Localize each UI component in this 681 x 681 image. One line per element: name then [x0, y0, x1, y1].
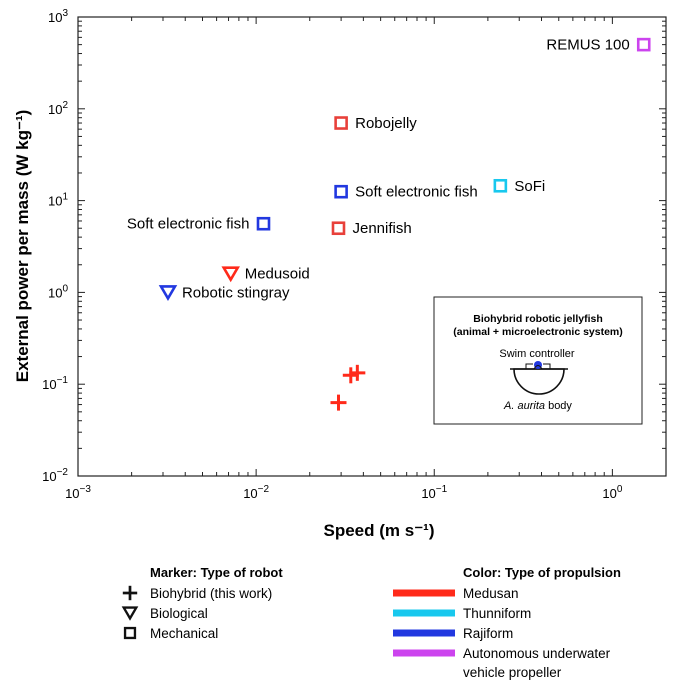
y-tick-label: 10−1 [42, 375, 68, 392]
data-point-square [636, 37, 651, 52]
legend-swatch-thunniform [393, 609, 455, 617]
legend-marker-types: Marker: Type of robot Biohybrid (this wo… [121, 565, 283, 641]
point-label: Soft electronic fish [355, 184, 478, 201]
point-label: Jennifish [352, 220, 411, 237]
point-label: REMUS 100 [546, 37, 629, 54]
point-label: SoFi [514, 178, 545, 195]
point-label: Soft electronic fish [127, 216, 250, 233]
legend-marker-plus [122, 585, 138, 601]
jellyfish-icon [510, 361, 568, 395]
x-axis-title: Speed (m s⁻¹) [324, 521, 435, 540]
data-point-square [256, 216, 271, 231]
y-tick-label: 103 [48, 8, 68, 25]
legend-color-label: Medusan [463, 586, 519, 601]
data-point-square [493, 178, 508, 193]
y-tick-label: 100 [48, 283, 68, 300]
inset-title-line1: Biohybrid robotic jellyfish [473, 313, 603, 325]
point-label: Robotic stingray [182, 284, 290, 301]
point-labels: REMUS 100 Robojelly Soft electronic fish So… [127, 37, 630, 302]
legend-marker-label: Biological [150, 606, 208, 621]
inset-frame [433, 296, 643, 425]
x-tick-label: 10−2 [243, 484, 269, 501]
legend-propulsion-colors: Color: Type of propulsion Medusan Thunnif… [393, 565, 621, 680]
legend-color-label-line2: vehicle propeller [463, 665, 562, 680]
y-axis-title: External power per mass (W kg⁻¹) [13, 110, 32, 383]
data-point-triangle [158, 285, 178, 301]
point-label: Medusoid [245, 266, 310, 283]
plot-axes [77, 16, 667, 477]
plot-frame [77, 16, 667, 477]
legend-color-label: Autonomous underwater [463, 646, 611, 661]
data-point-plus [330, 394, 347, 411]
legend-color-title: Color: Type of propulsion [463, 565, 621, 580]
legend-color-label: Thunniform [463, 606, 531, 621]
legend-color-label: Rajiform [463, 626, 513, 641]
legend-marker-title: Marker: Type of robot [150, 565, 283, 580]
inset-controller-label: Swim controller [499, 348, 575, 360]
legend-swatch-autonomous [393, 649, 455, 657]
data-point-square [334, 116, 348, 130]
inset-title-line2: (animal + microelectronic system) [453, 326, 623, 338]
legend-swatch-rajiform [393, 629, 455, 637]
x-tick-label: 10−3 [65, 484, 91, 501]
inset-body-label: A. aurita body [503, 400, 572, 412]
y-tick-label: 101 [48, 192, 68, 209]
legend-marker-triangle [121, 606, 139, 621]
data-points [158, 37, 651, 411]
data-point-square [331, 221, 346, 236]
point-label: Robojelly [355, 115, 417, 132]
legend-marker-label: Biohybrid (this work) [150, 586, 272, 601]
y-tick-label: 102 [48, 100, 68, 117]
data-point-square [334, 184, 348, 199]
x-tick-label: 100 [602, 484, 622, 501]
data-point-triangle [221, 266, 240, 283]
x-tick-label: 10−1 [421, 484, 447, 501]
inset-box: Biohybrid robotic jellyfish (animal + mi… [433, 296, 643, 425]
legend-marker-square [123, 626, 137, 640]
y-tick-label: 10−2 [42, 467, 68, 484]
data-point-plus [349, 364, 366, 381]
legend-swatch-medusan [393, 589, 455, 597]
legend-marker-label: Mechanical [150, 626, 218, 641]
